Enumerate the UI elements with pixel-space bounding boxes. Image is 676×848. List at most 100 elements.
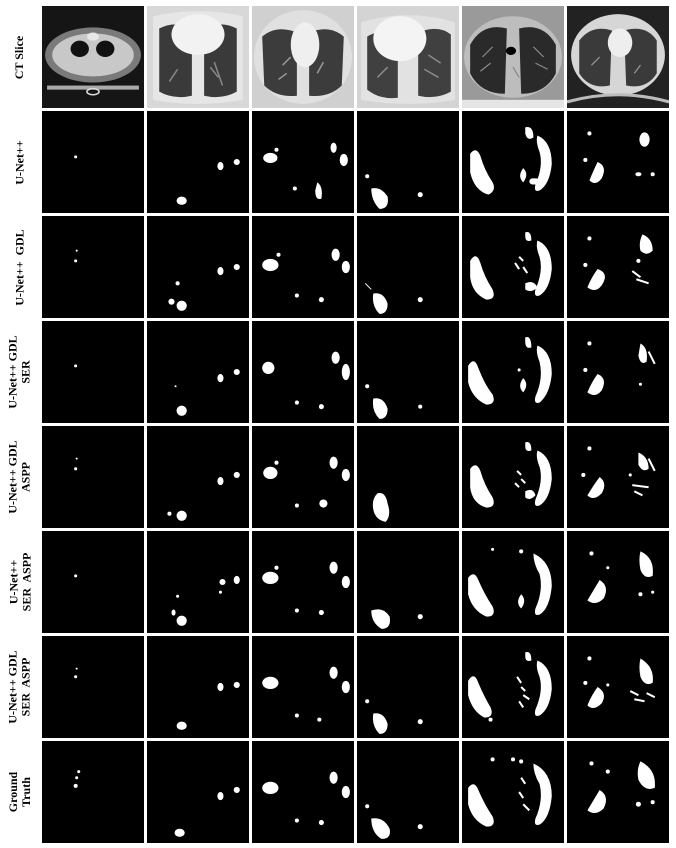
mask-r3-c4 [365, 384, 423, 419]
segmentation-mask [462, 321, 564, 423]
segmentation-mask [357, 321, 459, 423]
row-label-unetpp-gdl-ser: U-Net++ GDL SER [6, 335, 33, 409]
mask-r6-c5 [468, 651, 552, 722]
mask-r7-c5 [468, 757, 552, 827]
row-label-unetpp-gdl-ser-aspp: U-Net++ GDL SER ASPP [6, 650, 33, 724]
mask-r6-c1 [74, 667, 78, 679]
mask-r7-c3 [262, 771, 350, 826]
segmentation-mask [147, 636, 249, 738]
ct-slice-5 [462, 6, 564, 108]
mask-r7-c4 [365, 804, 423, 839]
ct-slice-image [147, 6, 249, 108]
mask-r2-c2 [168, 263, 240, 311]
segmentation-mask [462, 531, 564, 633]
segmentation-mask [42, 426, 144, 528]
mask-r4-c6 [581, 446, 656, 498]
segmentation-mask [462, 111, 564, 213]
row-label-ct-slice: CT Slice [12, 35, 27, 79]
segmentation-mask [147, 741, 249, 843]
ct-slice-image [42, 6, 144, 108]
segmentation-mask [567, 636, 669, 738]
mask-r3-c3 [262, 351, 350, 410]
segmentation-mask [567, 741, 669, 843]
mask-r6-c3 [262, 666, 350, 722]
row-label-unetpp-gdl-aspp: U-Net++ GDL ASPP [6, 440, 33, 514]
mask-r5-c3 [262, 561, 350, 616]
segmentation-mask [357, 741, 459, 843]
mask-r6-c4 [365, 699, 423, 734]
mask-r1-c1 [74, 155, 78, 159]
mask-r4-c1 [74, 457, 78, 471]
segmentation-mask [147, 216, 249, 318]
segmentation-mask [357, 636, 459, 738]
ct-slice-6 [567, 6, 669, 108]
segmentation-mask [357, 426, 459, 528]
segmentation-mask [42, 216, 144, 318]
segmentation-mask [147, 321, 249, 423]
segmentation-mask [567, 111, 669, 213]
mask-r6-c6 [583, 656, 656, 708]
segmentation-mask [252, 111, 354, 213]
ct-slice-image [462, 6, 564, 108]
segmentation-mask [567, 426, 669, 528]
row-label-unetpp-gdl: U-Net++ GDL [12, 228, 27, 306]
ct-slice-2 [147, 6, 249, 108]
mask-r4-c5 [470, 441, 552, 508]
segmentation-mask [462, 636, 564, 738]
mask-r1-c2 [176, 158, 240, 205]
segmentation-mask [147, 426, 249, 528]
segmentation-mask [252, 321, 354, 423]
segmentation-mask [42, 636, 144, 738]
mask-r2-c3 [262, 248, 350, 303]
mask-r7-c2 [174, 786, 240, 837]
mask-r2-c6 [583, 234, 653, 291]
row-label-ground-truth: Ground Truth [6, 771, 33, 813]
segmentation-mask [252, 531, 354, 633]
mask-r2-c5 [470, 231, 552, 300]
mask-r3-c1 [74, 364, 78, 368]
segmentation-mask [462, 426, 564, 528]
mask-r2-c4 [364, 282, 423, 314]
mask-r6-c2 [176, 681, 240, 730]
mask-r7-c6 [587, 761, 655, 813]
mask-r3-c5 [468, 337, 552, 405]
segmentation-mask [567, 531, 669, 633]
segmentation-mask [42, 111, 144, 213]
segmentation-mask [147, 531, 249, 633]
segmentation-mask [252, 636, 354, 738]
segmentation-mask [357, 531, 459, 633]
mask-r4-c4 [372, 493, 390, 522]
segmentation-mask [462, 216, 564, 318]
mask-r4-c3 [263, 456, 350, 508]
ct-slice-image [357, 6, 459, 108]
ct-slice-1 [42, 6, 144, 108]
segmentation-mask [42, 741, 144, 843]
segmentation-mask [252, 741, 354, 843]
mask-r1-c5 [470, 127, 552, 195]
segmentation-mask [567, 321, 669, 423]
ct-slice-4 [357, 6, 459, 108]
mask-r1-c4 [365, 174, 423, 209]
mask-r2-c1 [74, 249, 78, 263]
mask-r1-c6 [583, 131, 655, 183]
mask-r4-c2 [167, 471, 240, 521]
mask-r5-c6 [587, 551, 655, 603]
segmentation-mask [42, 531, 144, 633]
mask-r5-c1 [74, 574, 78, 578]
ct-slice-image [252, 6, 354, 108]
ct-slice-3 [252, 6, 354, 108]
segmentation-mask [147, 111, 249, 213]
row-label-unetpp: U-Net++ [12, 139, 27, 185]
ct-slice-image [567, 6, 669, 108]
mask-r1-c3 [263, 142, 348, 200]
segmentation-mask [357, 111, 459, 213]
mask-r3-c6 [583, 341, 656, 396]
segmentation-mask [252, 426, 354, 528]
segmentation-mask [357, 216, 459, 318]
segmentation-mask [462, 741, 564, 843]
row-label-unetpp-ser-aspp: U-Net++ SER ASPP [6, 552, 33, 612]
segmentation-mask [42, 321, 144, 423]
mask-r3-c2 [174, 368, 240, 416]
mask-r5-c2 [171, 575, 240, 626]
